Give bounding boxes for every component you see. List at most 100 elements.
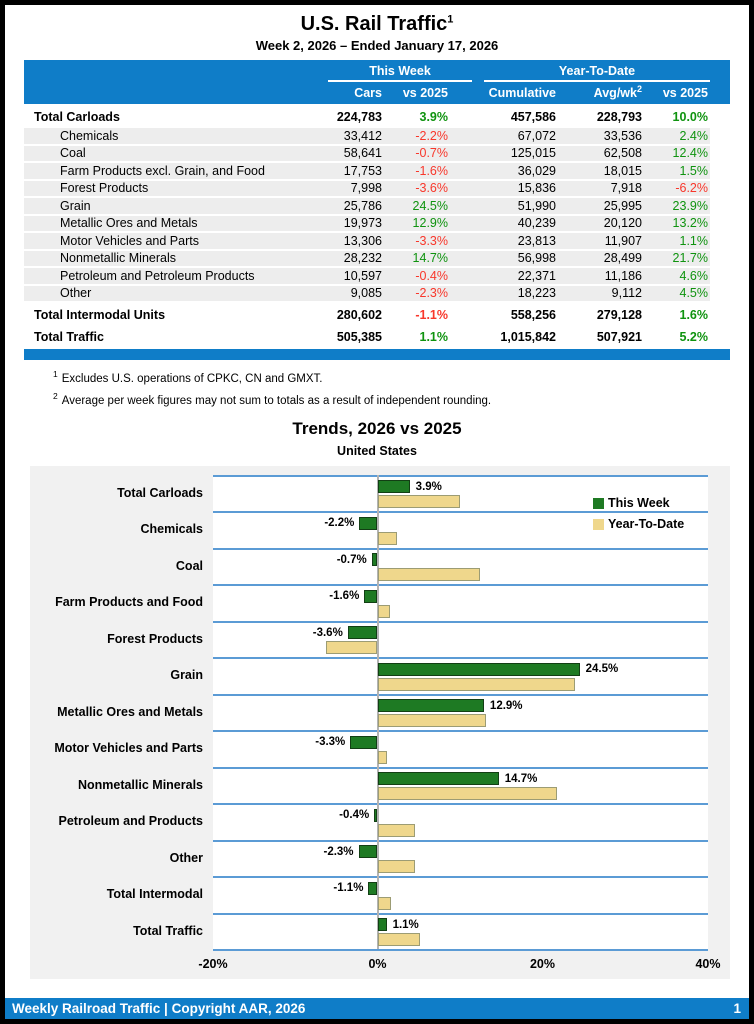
ytd-vs-2025-value: 4.6%: [679, 268, 709, 283]
avg-per-week-value: 11,907: [604, 233, 642, 248]
chart-plot-area: This Week Year-To-Date 3.9% -2.2% -0.7% -1.…: [213, 474, 708, 952]
avg-per-week-value: 11,186: [604, 268, 642, 283]
row-label: Metallic Ores and Metals: [60, 216, 198, 231]
chart-band: 1.1%: [213, 912, 708, 950]
cars-value: 224,783: [336, 109, 382, 124]
chart-band: -3.6%: [213, 620, 708, 658]
bar-year-to-date: [377, 495, 460, 509]
table-column-header-row: Cars vs 2025 Cumulative Avg/wk2 vs 2025: [24, 83, 710, 104]
footnote-superscript: 2: [53, 390, 58, 401]
legend-swatch-this-week: [593, 497, 604, 509]
chart-band: -1.1%: [213, 876, 708, 913]
cars-value: 28,232: [343, 251, 382, 266]
bar-year-to-date: [377, 677, 575, 691]
cars-value: 19,973: [343, 216, 382, 231]
column-header-ytd-vs-2025: vs 2025: [662, 85, 708, 100]
bar-value-label: 1.1%: [392, 918, 419, 931]
row-label: Grain: [60, 198, 91, 213]
bar-value-label: 14.7%: [504, 772, 538, 785]
bar-year-to-date: [377, 787, 557, 801]
table-bottom-rule: [24, 349, 730, 360]
bar-year-to-date: [377, 750, 387, 764]
legend-label-this-week: This Week: [608, 496, 670, 511]
row-label: Forest Products: [60, 181, 149, 196]
cars-value: 7,998: [350, 181, 382, 196]
chart-category-label: Total Traffic: [133, 923, 203, 938]
bar-year-to-date: [377, 568, 480, 582]
chart-band: -0.7%: [213, 547, 708, 585]
footnote: 2 Average per week figures may not sum to…: [53, 391, 749, 407]
bar-this-week: [350, 735, 378, 749]
chart-band: -2.2%: [213, 511, 708, 548]
table-body: Total Carloads 224,783 3.9% 457,586 228,793 1…: [24, 106, 730, 347]
page-title-superscript: 1: [447, 13, 454, 26]
page-subtitle: Week 2, 2026 – Ended January 17, 2026: [255, 38, 499, 53]
chart-band: -3.3%: [213, 730, 708, 767]
this-week-vs-2025-value: -1.1%: [415, 307, 448, 322]
table-row: Motor Vehicles and Parts 13,306 -3.3% 23,81…: [24, 233, 710, 251]
cumulative-value: 67,072: [517, 128, 556, 143]
bar-value-label: 12.9%: [489, 699, 523, 712]
cars-value: 280,602: [336, 307, 382, 322]
chart-category-label: Nonmetallic Minerals: [77, 777, 203, 792]
chart-category-label: Chemicals: [140, 522, 203, 537]
table-row: Nonmetallic Minerals 28,232 14.7% 56,998 28,…: [24, 250, 710, 268]
ytd-vs-2025-value: 10.0%: [672, 109, 708, 124]
footnote: 1 Excludes U.S. operations of CPKC, CN an…: [53, 369, 749, 385]
chart-category-label: Total Intermodal: [106, 887, 203, 902]
chart-band: -2.3%: [213, 839, 708, 877]
this-week-vs-2025-value: -3.6%: [415, 181, 448, 196]
group-header-this-week: This Week: [328, 64, 472, 82]
page-title: U.S. Rail Traffic1: [5, 13, 749, 36]
cumulative-value: 36,029: [517, 163, 556, 178]
ytd-vs-2025-value: -6.2%: [675, 181, 708, 196]
row-label: Chemicals: [60, 128, 119, 143]
cars-value: 58,641: [343, 146, 382, 161]
bar-this-week: [347, 626, 378, 640]
avg-per-week-value: 18,015: [603, 163, 642, 178]
avg-per-week-value: 7,918: [610, 181, 642, 196]
avg-per-week-value: 228,793: [596, 109, 642, 124]
cars-value: 17,753: [343, 163, 382, 178]
cumulative-value: 23,813: [517, 233, 556, 248]
bar-value-label: -3.6%: [312, 626, 343, 639]
bar-this-week: [377, 918, 387, 932]
bar-this-week: [377, 480, 410, 494]
x-axis: -20% 0% 20% 40%: [198, 951, 720, 975]
chart-category-label: Motor Vehicles and Parts: [54, 741, 203, 756]
bar-this-week: [368, 881, 378, 895]
chart-category-label: Other: [169, 850, 203, 865]
cumulative-value: 40,239: [517, 216, 556, 231]
bar-year-to-date: [377, 714, 487, 728]
cars-value: 505,385: [336, 329, 382, 344]
ytd-vs-2025-value: 4.5%: [679, 286, 709, 301]
legend-label-year-to-date: Year-To-Date: [608, 517, 685, 532]
cumulative-value: 51,990: [517, 198, 556, 213]
ytd-vs-2025-value: 1.6%: [679, 307, 709, 322]
chart-band: -1.6%: [213, 584, 708, 621]
row-label: Coal: [60, 146, 86, 161]
this-week-vs-2025-value: 12.9%: [412, 216, 448, 231]
ytd-vs-2025-value: 2.4%: [679, 128, 709, 143]
cumulative-value: 1,015,842: [500, 329, 556, 344]
footer-text: Weekly Railroad Traffic | Copyright AAR,…: [12, 1001, 306, 1016]
column-header-cars: Cars: [354, 85, 382, 100]
chart-category-label: Forest Products: [107, 631, 203, 646]
footnote-superscript: 1: [53, 369, 58, 379]
cars-value: 9,085: [350, 286, 382, 301]
table-header: This Week Year-To-Date Cars vs 2025 Cumu…: [24, 60, 730, 104]
avg-per-week-value: 62,508: [603, 146, 642, 161]
bar-year-to-date: [377, 604, 390, 618]
bar-value-label: -3.3%: [315, 736, 346, 749]
avg-per-week-value: 20,120: [603, 216, 642, 231]
cumulative-value: 125,015: [510, 146, 556, 161]
table-row: Coal 58,641 -0.7% 125,015 62,508 12.4%: [24, 145, 710, 163]
ytd-vs-2025-value: 21.7%: [672, 251, 708, 266]
chart-category-labels: Total Carloads Chemicals Coal Farm Products…: [30, 475, 213, 952]
cumulative-value: 15,836: [517, 181, 556, 196]
avg-per-week-value: 9,112: [611, 286, 642, 301]
bar-year-to-date: [377, 531, 398, 545]
cars-value: 25,786: [343, 198, 382, 213]
bar-value-label: -0.7%: [336, 553, 367, 566]
chart-band: 14.7%: [213, 766, 708, 804]
